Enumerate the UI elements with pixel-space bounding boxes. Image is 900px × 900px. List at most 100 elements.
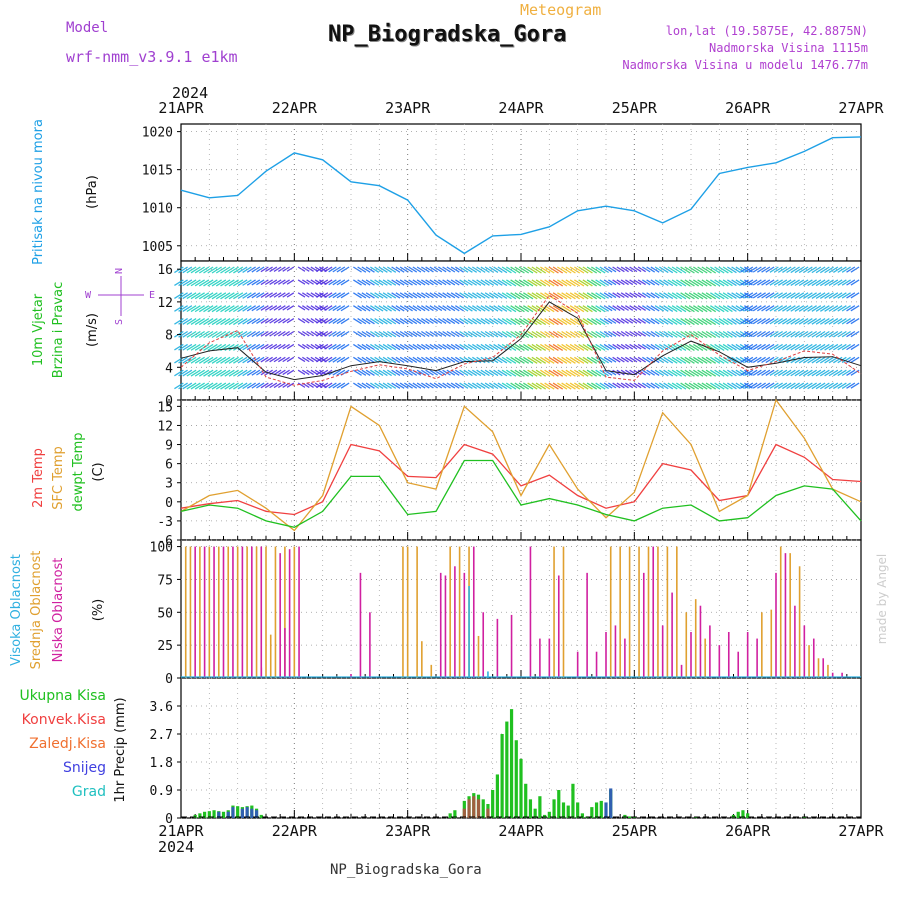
wind-arrow (203, 382, 214, 390)
wind-arrow (705, 318, 717, 326)
wind-arrow (374, 292, 384, 299)
wind-arrow (493, 266, 503, 273)
wind-arrow (794, 292, 805, 299)
wind-arrow (841, 292, 851, 299)
precip-bar (694, 817, 698, 818)
cloud-bar (676, 546, 678, 678)
wind-arrow (642, 382, 651, 389)
wind-arrow (233, 343, 244, 351)
cloud-bar (576, 651, 579, 678)
cloud-bar (694, 599, 697, 678)
wind-arrow (828, 292, 839, 299)
wind-arrow (365, 279, 375, 286)
wind-arrow (256, 356, 265, 363)
wind-arrow (382, 343, 392, 351)
wind-arrow (654, 318, 665, 325)
wind-arrow (752, 305, 762, 312)
wind-arrow (769, 330, 779, 338)
wind-arrow (357, 266, 367, 273)
wind-arrow (833, 330, 843, 338)
wind-arrow (340, 279, 350, 286)
wind-arrow (273, 382, 282, 389)
wind-arrow (224, 356, 235, 364)
wind-arrow (442, 279, 451, 286)
wind-arrow (228, 318, 239, 326)
wind-arrow (412, 382, 422, 389)
wind-arrow (463, 266, 473, 273)
wind-arrow (557, 279, 568, 287)
wind-arrow (211, 279, 222, 287)
wind-arrow (680, 305, 691, 313)
wind-arrow (612, 305, 621, 311)
cloud-bar (770, 609, 773, 678)
wind-arrow (642, 318, 651, 325)
wind-arrow (480, 318, 490, 325)
wind-arrow (777, 305, 788, 312)
wind-arrow (735, 292, 745, 299)
wind-arrow (203, 305, 214, 313)
cloud-bar (642, 572, 645, 678)
wind-arrow (404, 305, 413, 312)
wind-arrow (642, 279, 651, 286)
wind-arrow (782, 279, 792, 286)
wind-arrow (336, 292, 346, 299)
wind-arrow (833, 305, 843, 312)
wind-arrow (819, 266, 830, 274)
wind-arrow (815, 356, 826, 364)
precip-bar (226, 811, 230, 818)
wind-arrow (786, 305, 796, 312)
wind-arrow (178, 330, 188, 338)
wind-arrow (824, 279, 834, 287)
wind-arrow (705, 382, 717, 390)
wind-arrow (735, 279, 745, 286)
wind-arrow (378, 343, 388, 351)
wind-arrow (591, 305, 602, 313)
xtick-label-bottom: 22APR (272, 822, 318, 840)
wind-arrow (565, 369, 576, 377)
wind-arrow (233, 382, 244, 390)
wind-arrow (203, 343, 214, 351)
wind-arrow (815, 292, 826, 299)
wind-arrow (286, 318, 295, 324)
wind-arrow (395, 292, 405, 299)
wind-arrow (552, 369, 564, 377)
cloud-bar (609, 546, 612, 678)
wind-arrow (220, 330, 231, 339)
wind-arrow (425, 318, 434, 325)
wind-arrow (727, 279, 737, 287)
wind-arrow (260, 305, 269, 311)
wind-arrow (714, 279, 725, 287)
wind-arrow (501, 318, 512, 326)
wind-arrow (450, 369, 460, 376)
precip-legend-3: Snijeg (63, 760, 106, 776)
wind-arrow (740, 330, 749, 338)
wind-arrow (684, 318, 695, 326)
wind-arrow (786, 318, 796, 325)
wind-arrow (569, 279, 581, 287)
compass-n-label: N (114, 268, 125, 274)
wind-arrow (246, 292, 256, 299)
xtick-label-bottom: 21APR (158, 822, 204, 840)
wind-arrow (286, 305, 295, 311)
wind-arrow (727, 369, 737, 377)
wind-arrow (472, 305, 482, 312)
wind-arrow (535, 318, 547, 326)
cloud-bar (406, 546, 409, 678)
wind-arrow (815, 369, 826, 377)
wind-arrow (667, 330, 678, 338)
wind-arrow (429, 382, 438, 389)
wind-arrow (735, 382, 745, 390)
wind-arrow (523, 382, 534, 390)
wind-arrow (316, 279, 324, 285)
wind-arrow (264, 382, 273, 389)
cloud-side-label-3: Niska Oblacnost (51, 558, 66, 663)
wind-arrow (178, 382, 188, 390)
wind-arrow (684, 369, 695, 377)
cloud-side-label-1: Visoka Oblacnost (9, 554, 24, 666)
temp-side-label-3: dewpt Temp (71, 432, 86, 511)
xtick-label-bottom: 27APR (838, 822, 884, 840)
wind-arrow (433, 318, 443, 324)
wind-arrow (421, 266, 430, 273)
wind-arrow (676, 305, 687, 313)
wind-arrow (603, 369, 613, 376)
